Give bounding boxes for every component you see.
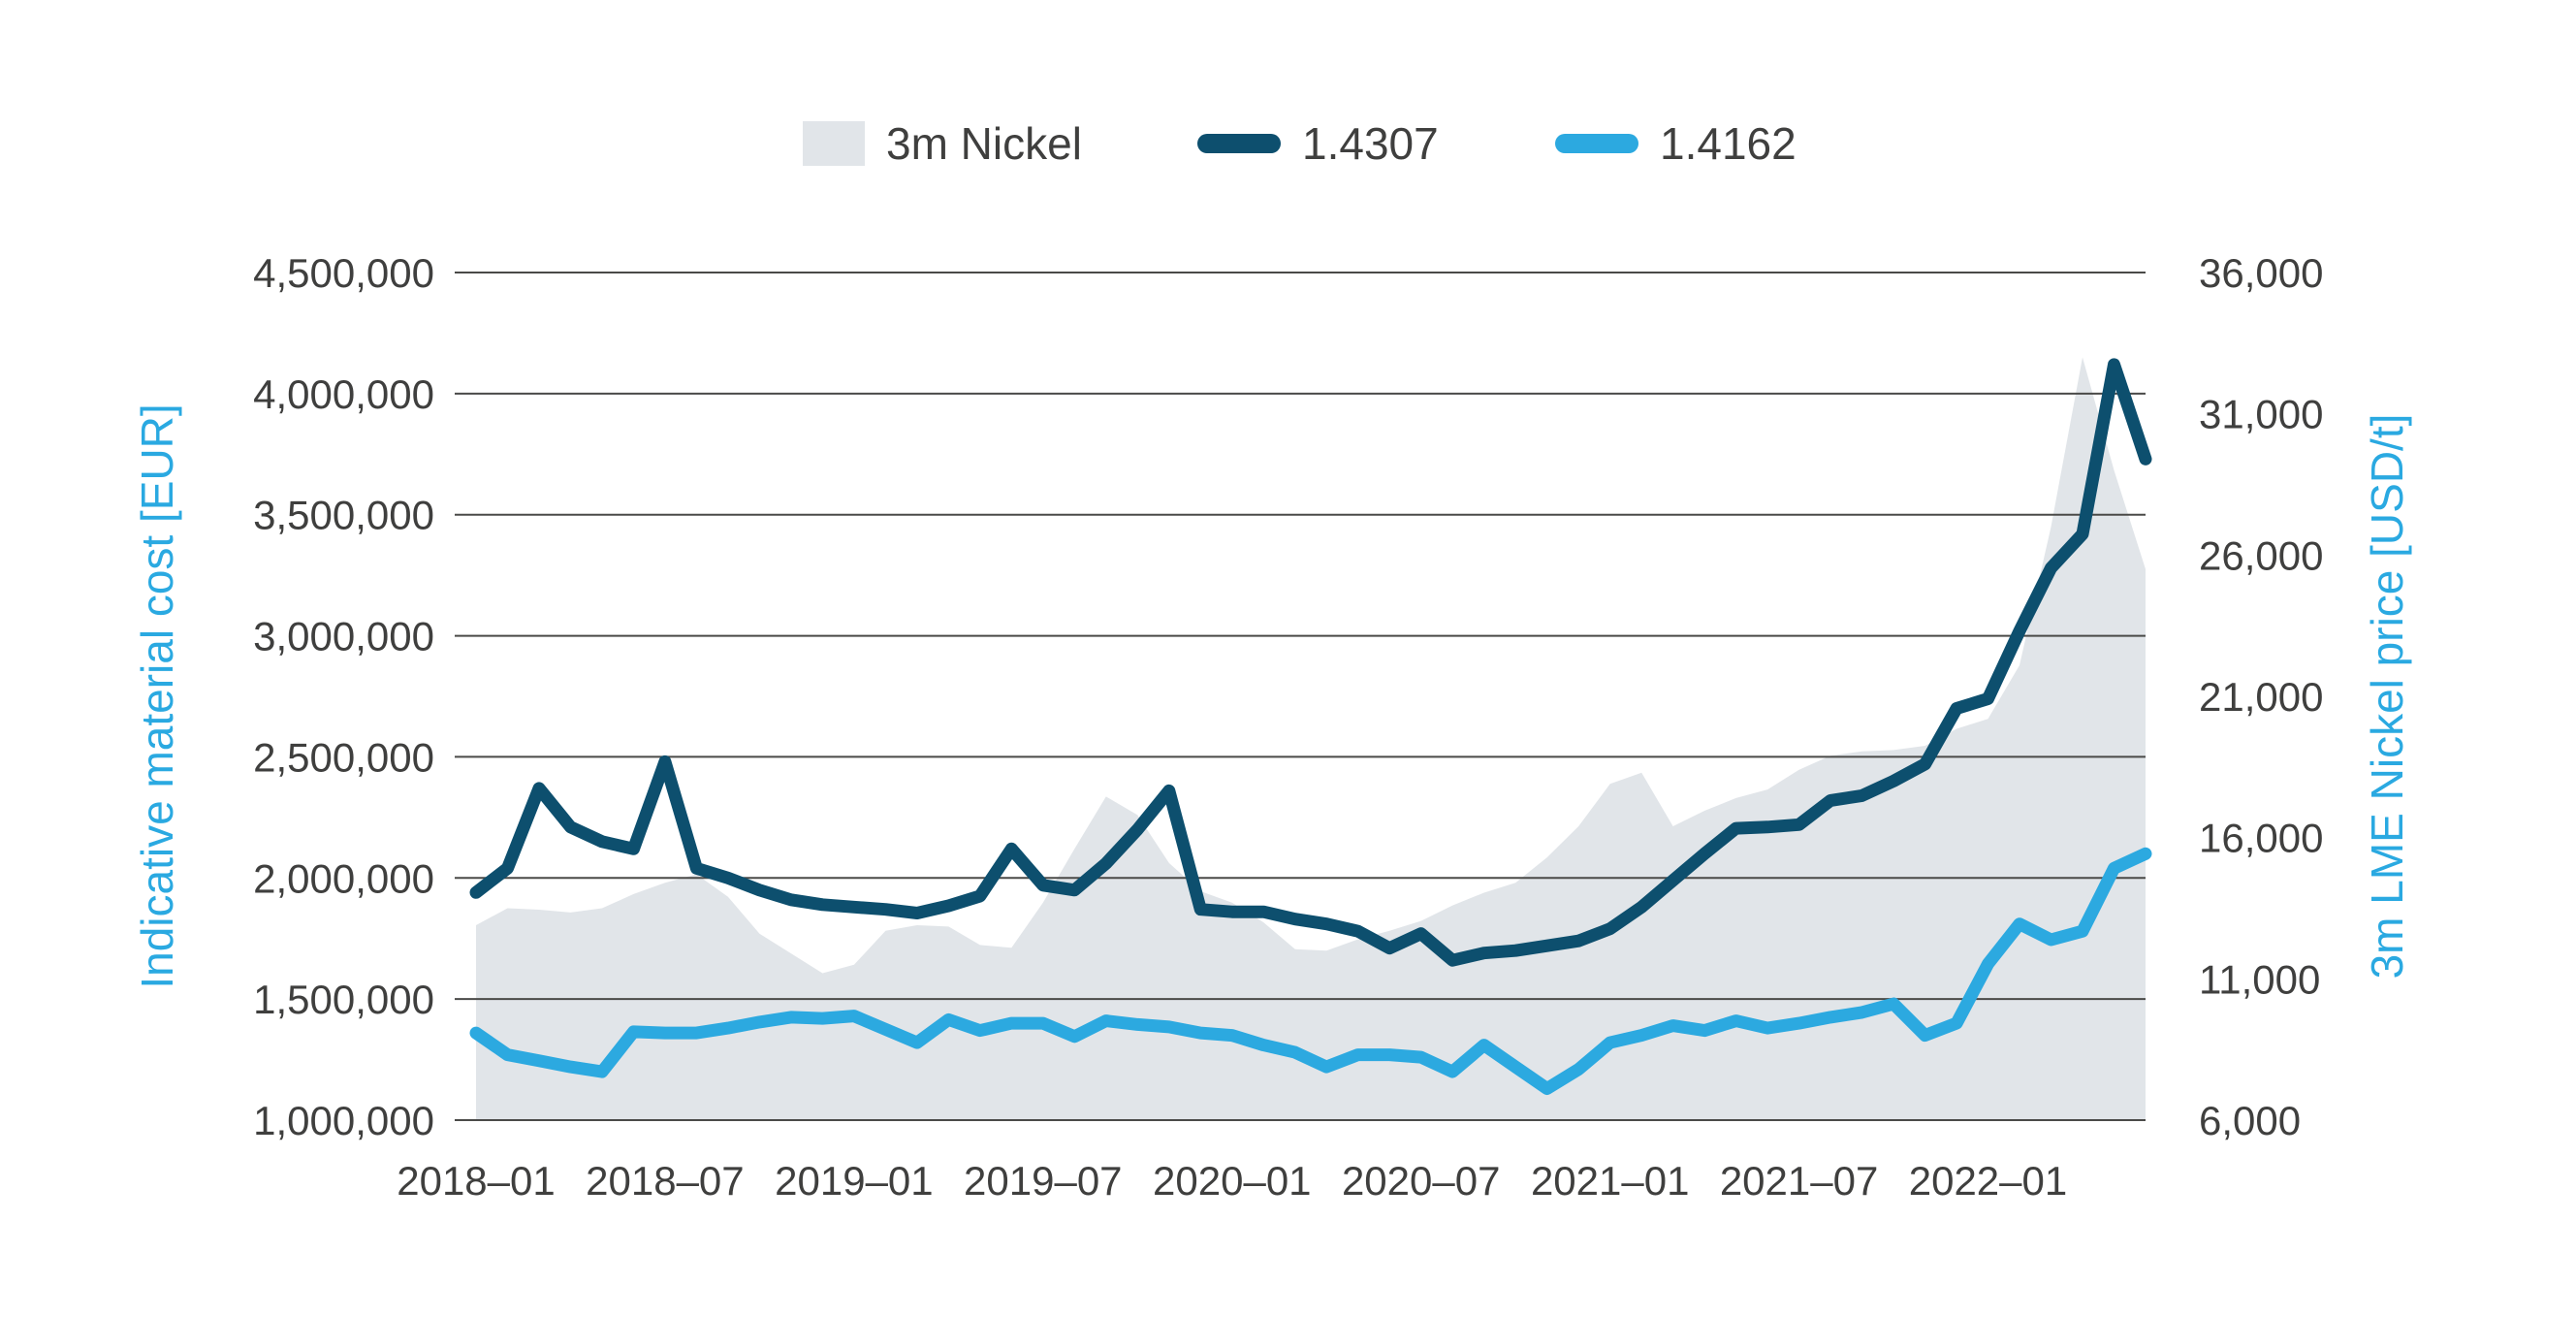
line-swatch-icon: [1555, 134, 1638, 153]
legend-item-1-4162: 1.4162: [1555, 114, 1797, 173]
legend-label: 3m Nickel: [886, 118, 1082, 169]
x-axis-tick-label: 2021–07: [1720, 1158, 1879, 1204]
x-axis-tick-label: 2018–01: [397, 1158, 556, 1204]
right-axis-tick-label: 16,000: [2199, 816, 2323, 861]
left-axis-tick-label: 4,500,000: [253, 250, 434, 296]
area-swatch-icon: [803, 121, 865, 166]
right-axis-tick-label: 11,000: [2199, 956, 2320, 1002]
x-axis-tick-label: 2020–01: [1153, 1158, 1312, 1204]
left-axis-tick-label: 2,000,000: [253, 855, 434, 901]
x-axis-tick-label: 2019–01: [775, 1158, 934, 1204]
x-axis-tick-label: 2019–07: [964, 1158, 1123, 1204]
x-axis-tick-label: 2021–01: [1531, 1158, 1690, 1204]
right-axis-tick-label: 6,000: [2199, 1098, 2301, 1143]
legend-item-1-4307: 1.4307: [1197, 114, 1439, 173]
left-axis-tick-label: 3,500,000: [253, 493, 434, 538]
x-axis-tick-label: 2020–07: [1342, 1158, 1501, 1204]
left-axis-tick-label: 3,000,000: [253, 614, 434, 659]
x-axis-tick-label: 2022–01: [1909, 1158, 2068, 1204]
right-axis-tick-label: 21,000: [2199, 674, 2323, 720]
x-axis-tick-label: 2018–07: [586, 1158, 745, 1204]
area-series-3m-nickel: [476, 357, 2146, 1120]
left-axis-tick-label: 2,500,000: [253, 734, 434, 780]
line-series-1-4162: [469, 847, 2152, 1095]
left-axis-tick-label: 1,000,000: [253, 1098, 434, 1143]
right-axis-tick-label: 31,000: [2199, 392, 2323, 437]
left-axis-tick-label: 4,000,000: [253, 371, 434, 417]
legend-item-3m-nickel: 3m Nickel: [803, 114, 1082, 173]
legend-label: 1.4307: [1302, 118, 1439, 169]
line-swatch-icon: [1197, 134, 1281, 153]
left-axis-tick-label: 1,500,000: [253, 977, 434, 1022]
legend-label: 1.4162: [1660, 118, 1797, 169]
right-axis-tick-label: 26,000: [2199, 532, 2323, 578]
line-series-1-4307: [469, 358, 2152, 967]
right-axis-tick-label: 36,000: [2199, 250, 2323, 296]
